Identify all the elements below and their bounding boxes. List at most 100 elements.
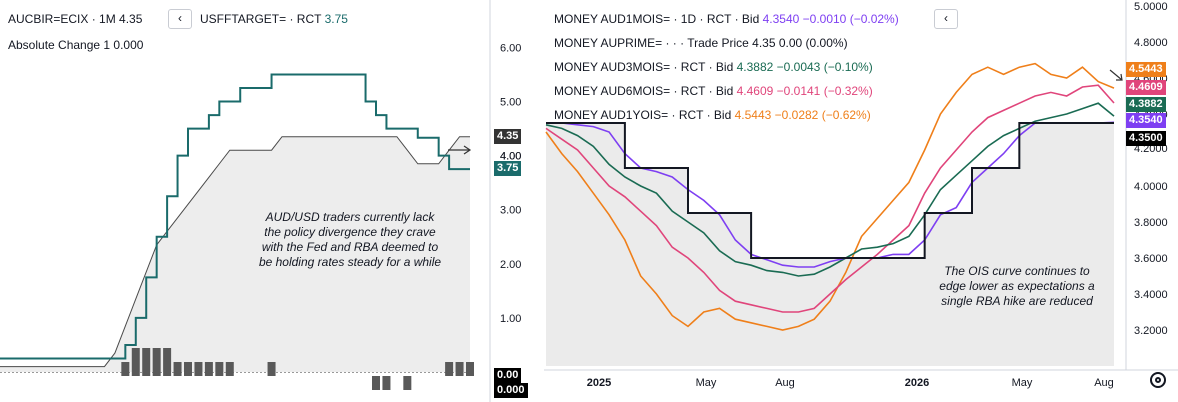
left-chart-panel: 6.00 5.00 4.00 3.00 2.00 1.00 4.00 AUCBIR=ECIX… [0,0,544,402]
change-bar [267,362,276,376]
legend-value: 4.5443 −0.0282 (−0.62%) [734,108,871,122]
change-bar [225,362,234,376]
ois-series-line [545,84,1115,313]
y-tick-label: 5.00 [500,97,521,109]
legend-aucbir[interactable]: AUCBIR=ECIX · 1M 4.35 [8,12,143,26]
last-value-tag: 4.3882 [1126,97,1166,112]
legend-aucbir-value: 4.35 [119,12,143,26]
legend-usff-symbol: USFFTARGET= [200,12,287,26]
legend-usff[interactable]: USFFTARGET= · RCT 3.75 [200,12,348,26]
chevron-left-icon: ‹ [178,11,182,25]
legend-row[interactable]: MONEY AUD1YOIS= · RCT · Bid 4.5443 −0.02… [554,108,871,122]
right-chart-panel: 5.00004.80004.60004.40004.00003.80003.60… [544,0,1178,402]
y-tick-label: 6.00 [500,42,521,54]
right-chart: 5.00004.80004.60004.40004.00003.80003.60… [544,0,1178,389]
legend-label: MONEY AUD6MOIS= · RCT · Bid [554,84,737,98]
y-tick-label: 4.8000 [1134,37,1168,49]
legend-usff-source: RCT [296,12,322,26]
legend-abs-change-value: 0.000 [113,38,144,52]
legend-row[interactable]: MONEY AUD6MOIS= · RCT · Bid 4.4609 −0.01… [554,84,873,98]
legend-label: MONEY AUD1MOIS= · 1D · RCT · Bid [554,12,763,26]
collapse-legend-button[interactable]: ‹ [934,9,958,29]
left-annotation-line: with the Fed and RBA deemed to [261,240,439,254]
legend-usff-value: 3.75 [324,12,348,26]
change-bar [215,362,224,376]
change-bar [163,348,172,376]
change-bar [445,362,454,376]
price-arrow [448,145,472,155]
x-tick-label: 2026 [905,377,929,389]
usff-step-line [0,73,470,360]
y-tick-label: 5.0000 [1134,1,1168,13]
y-tick-label: 3.00 [500,205,521,217]
change-bar [152,348,161,376]
legend-value: 4.35 0.00 (0.00%) [752,36,848,50]
legend-aucbir-symbol: AUCBIR=ECIX [8,12,89,26]
legend-value: 4.3540 −0.0010 (−0.02%) [762,12,899,26]
change-bar [403,376,412,390]
collapse-legend-button[interactable]: ‹ [168,9,192,29]
last-value-tag: 4.3540 [1126,113,1166,128]
legend-label: MONEY AUD3MOIS= · RCT · Bid [554,60,737,74]
change-bar [466,362,474,376]
right-annotation: The OIS curve continues to edge lower as… [922,264,1112,309]
x-tick-label: May [1012,377,1033,389]
y-tick-label: 3.4000 [1134,289,1168,301]
change-bar [142,348,151,376]
y-tick-label: 4.00 [500,151,521,163]
y-tick-label: 4.0000 [1134,181,1168,193]
change-bar [455,362,464,376]
x-tick-label: Aug [775,377,795,389]
change-bar [131,348,140,376]
legend-row[interactable]: MONEY AUD1MOIS= · 1D · RCT · Bid 4.3540 … [554,12,899,26]
right-annotation-line: edge lower as expectations a [939,279,1095,293]
y-tick-label: 3.6000 [1134,253,1168,265]
price-arrow [1109,69,1123,81]
x-tick-label: Aug [1094,377,1114,389]
aucbir-area [0,136,470,372]
x-tick-label: 2025 [587,377,611,389]
legend-value: 4.3882 −0.0043 (−0.10%) [736,60,873,74]
change-bar [184,362,192,376]
change-bar [173,362,182,376]
change-bar [382,376,391,390]
legend-value: 4.4609 −0.0141 (−0.32%) [736,84,873,98]
right-annotation-line: The OIS curve continues to [944,264,1090,278]
left-annotation: AUD/USD traders currently lack the polic… [240,210,460,270]
x-tick-label: May [696,377,717,389]
change-bar [372,376,380,390]
y-tick-label: 4.00 [500,151,521,163]
last-value-tag: 4.35 [494,128,522,144]
legend-row[interactable]: MONEY AUPRIME= · · · Trade Price 4.35 0.… [554,36,848,50]
left-annotation-line: AUD/USD traders currently lack [265,210,435,224]
change-bar [204,362,213,376]
legend-aucbir-interval: 1M [99,12,116,26]
change-bar [121,362,130,376]
y-tick-label: 4.2000 [1134,143,1168,155]
last-value-tag: 3.75 [494,161,522,177]
legend-abs-change[interactable]: Absolute Change 1 0.000 [8,38,143,52]
legend-abs-change-label: Absolute Change 1 [8,38,111,52]
last-value-tag: 0.00 [494,368,522,383]
y-tick-label: 3.8000 [1134,217,1168,229]
ois-series-line [545,62,1115,331]
chevron-left-icon: ‹ [944,11,948,25]
legend-label: MONEY AUD1YOIS= · RCT · Bid [554,108,735,122]
y-tick-label: 1.00 [500,313,521,325]
legend-row[interactable]: MONEY AUD3MOIS= · RCT · Bid 4.3882 −0.00… [554,60,873,74]
left-chart: 6.005.004.003.002.001.004.00 [0,0,521,402]
y-tick-label: 3.2000 [1134,325,1168,337]
left-annotation-line: the policy divergence they crave [264,225,436,239]
right-annotation-line: single RBA hike are reduced [941,294,1093,308]
last-value-tag: 4.4609 [1126,80,1166,95]
legend-label: MONEY AUPRIME= · · · Trade Price [554,36,753,50]
gear-icon[interactable] [1150,372,1166,388]
last-value-tag: 0.000 [494,383,528,398]
change-bar [194,362,203,376]
prime-step-line [546,122,1114,259]
last-value-tag: 4.5443 [1126,62,1166,77]
aucbir-line [0,136,470,368]
last-value-tag: 4.3500 [1126,131,1166,146]
left-annotation-line: be holding rates steady for a while [258,255,442,269]
y-tick-label: 2.00 [500,259,521,271]
